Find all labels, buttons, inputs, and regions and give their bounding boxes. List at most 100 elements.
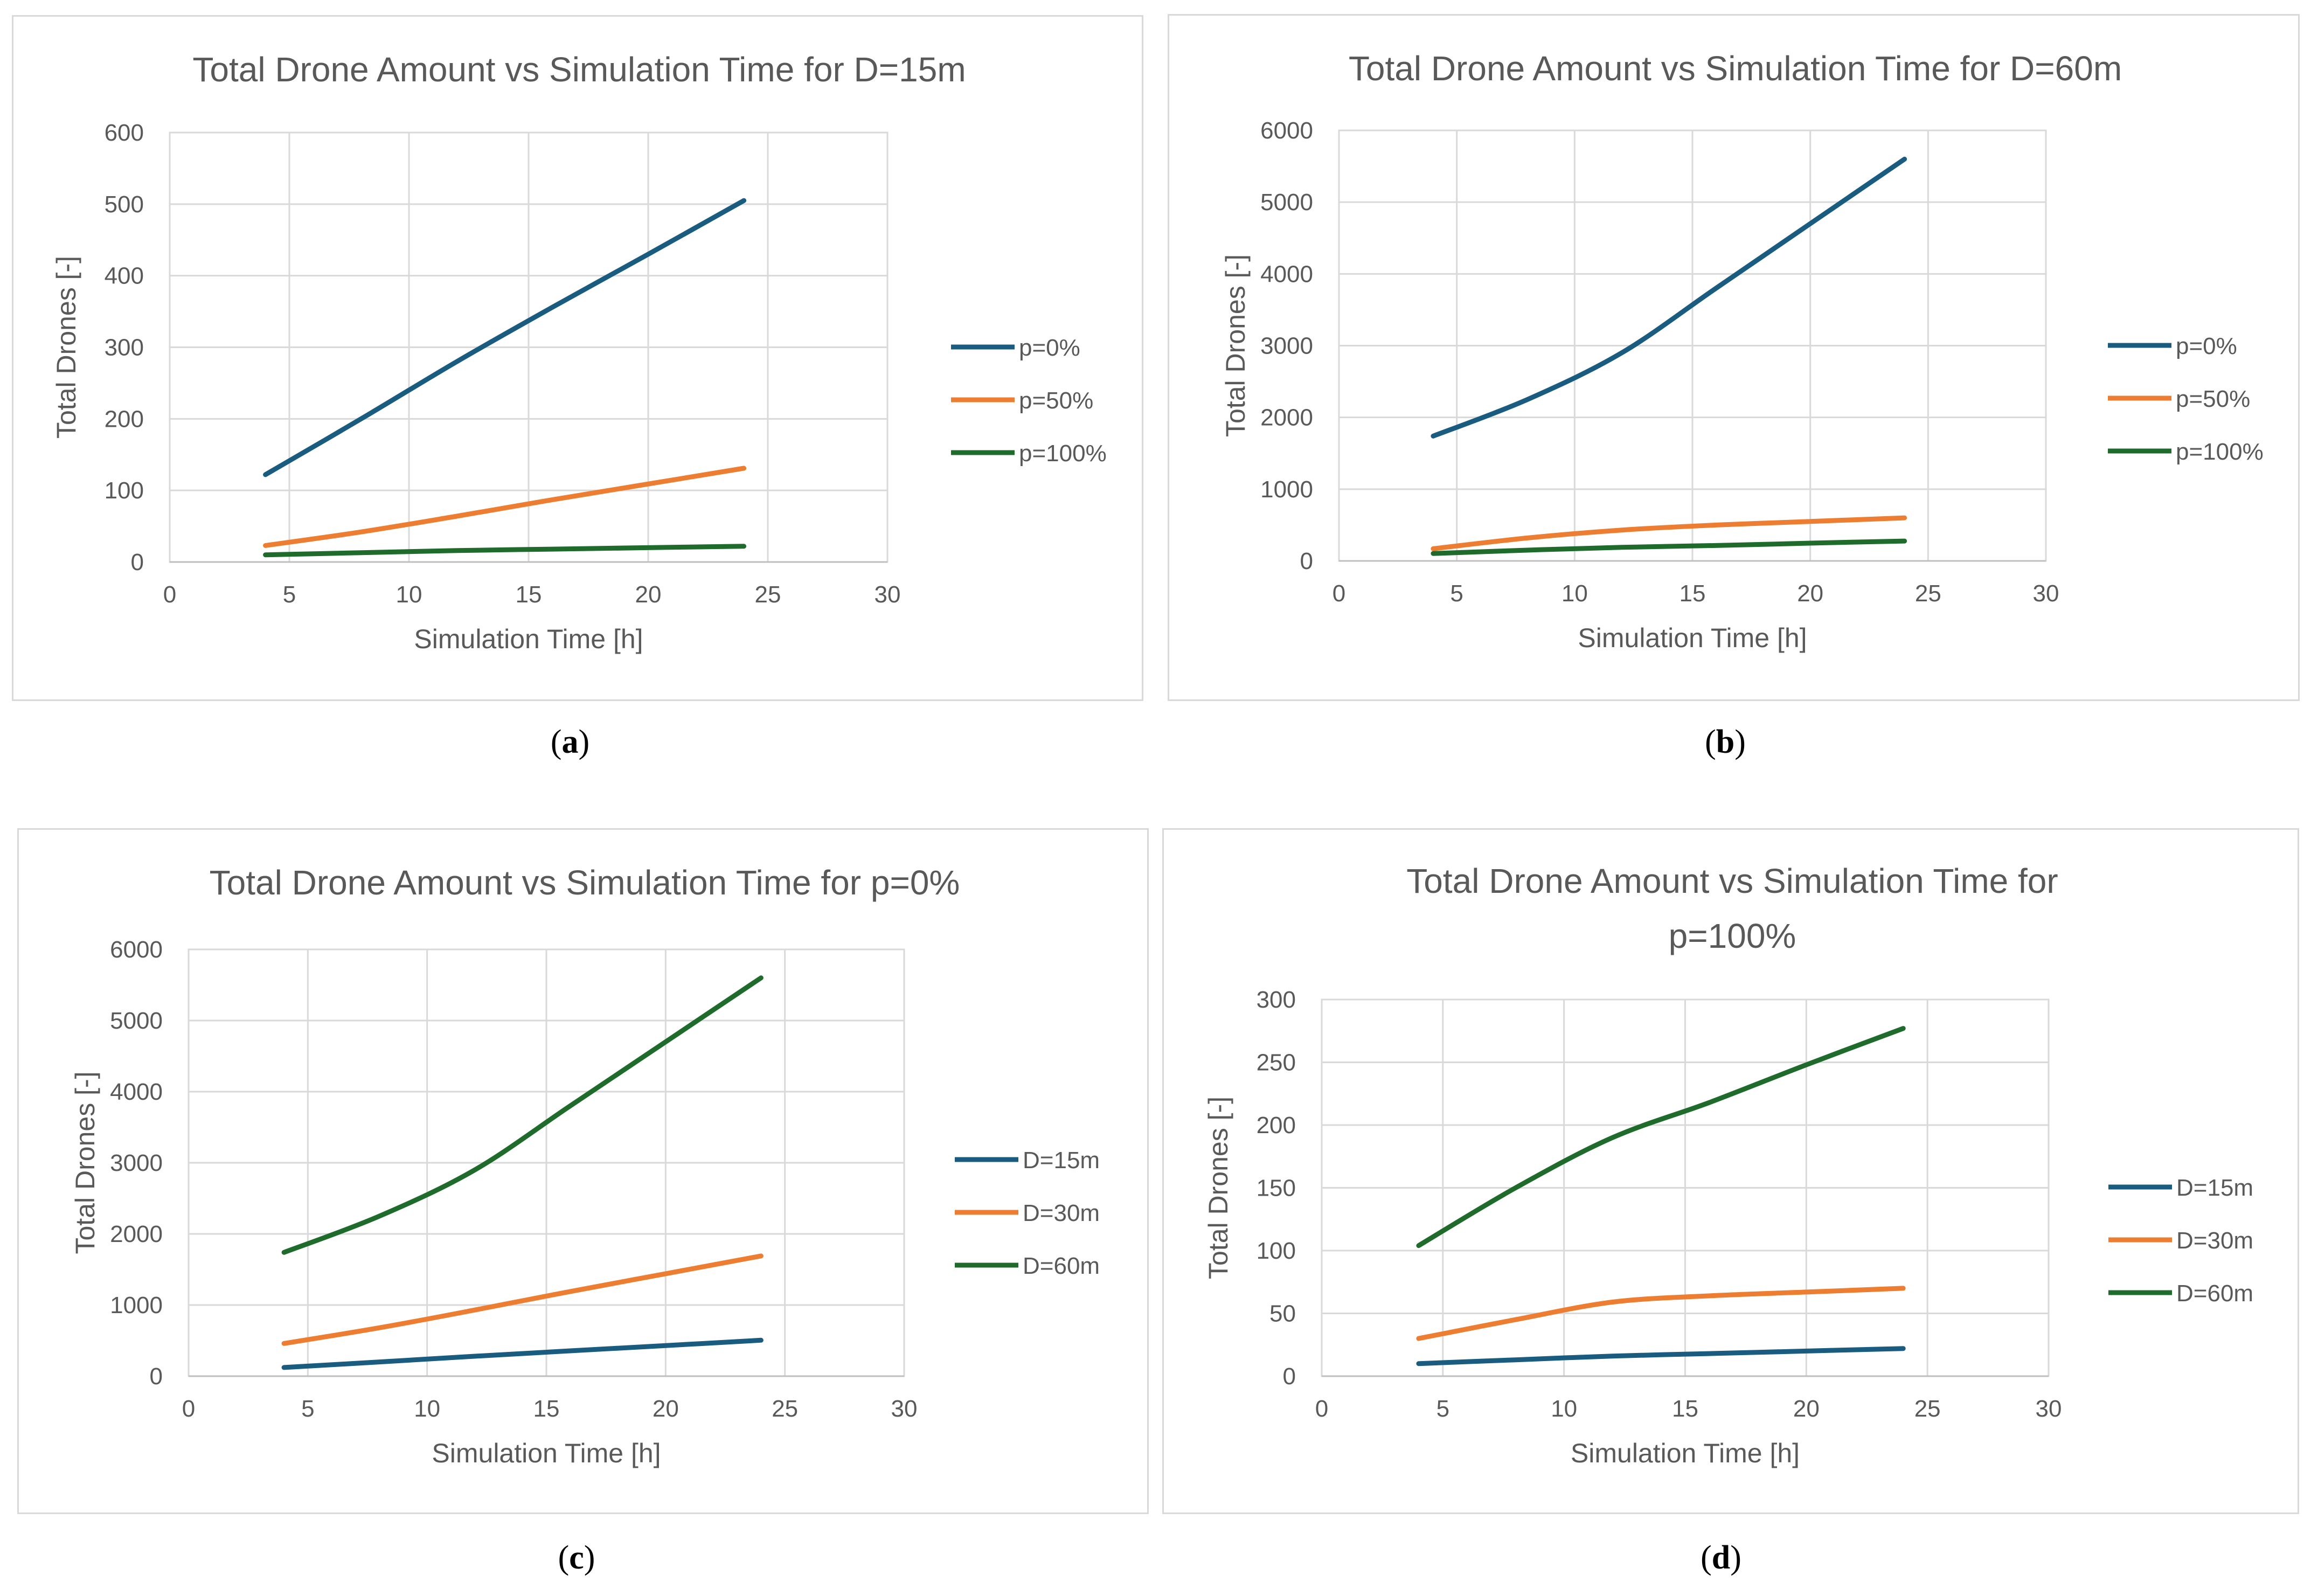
y-tick-label: 150 (1257, 1175, 1296, 1202)
series-line-p=100% (1431, 538, 1907, 556)
y-tick-label: 500 (105, 191, 144, 218)
x-tick-label: 25 (755, 581, 781, 608)
legend-label: p=50% (2176, 386, 2250, 412)
chart-panel-a: Total Drone Amount vs Simulation Time fo… (12, 15, 1143, 701)
x-tick-label: 0 (1315, 1396, 1328, 1422)
y-tick-label: 0 (1300, 548, 1313, 574)
x-axis-title: Simulation Time [h] (414, 624, 643, 654)
y-tick-label: 4000 (1260, 261, 1313, 287)
y-tick-label: 5000 (110, 1008, 163, 1034)
y-tick-label: 400 (105, 263, 144, 289)
y-tick-label: 200 (1257, 1112, 1296, 1139)
chart-panel-d: Total Drone Amount vs Simulation Time fo… (1162, 828, 2299, 1514)
series-line-D=15m (1416, 1346, 1906, 1366)
legend-label: p=100% (2176, 439, 2264, 465)
x-axis-title: Simulation Time [h] (1571, 1438, 1800, 1468)
chart-title-line: Total Drone Amount vs Simulation Time fo… (1349, 49, 2122, 88)
legend-label: p=50% (1019, 387, 1093, 414)
y-tick-label: 1000 (1260, 476, 1313, 503)
y-tick-label: 5000 (1260, 189, 1313, 216)
y-tick-label: 4000 (110, 1079, 163, 1105)
x-tick-label: 10 (1551, 1396, 1577, 1422)
y-axis-title: Total Drones [-] (70, 1071, 100, 1254)
y-tick-label: 2000 (1260, 405, 1313, 431)
y-axis-title: Total Drones [-] (1203, 1097, 1233, 1279)
legend-label: D=30m (1023, 1200, 1100, 1226)
x-tick-label: 30 (875, 581, 901, 608)
y-tick-label: 2000 (110, 1221, 163, 1247)
x-tick-label: 5 (283, 581, 296, 608)
x-axis-title: Simulation Time [h] (432, 1438, 661, 1468)
x-tick-label: 20 (1793, 1396, 1820, 1422)
legend-label: D=60m (2176, 1280, 2253, 1307)
x-tick-label: 25 (1915, 580, 1941, 607)
y-tick-label: 0 (1283, 1363, 1296, 1390)
x-tick-label: 10 (1562, 580, 1588, 607)
chart-title-line: Total Drone Amount vs Simulation Time fo… (1406, 862, 2058, 900)
legend-label: p=0% (1019, 335, 1080, 361)
chart-title-line: Total Drone Amount vs Simulation Time fo… (192, 50, 966, 89)
y-tick-label: 3000 (1260, 333, 1313, 359)
x-tick-label: 30 (2036, 1396, 2062, 1422)
x-tick-label: 10 (414, 1396, 440, 1422)
x-tick-label: 20 (1797, 580, 1823, 607)
chart-title-line: Total Drone Amount vs Simulation Time fo… (210, 863, 960, 902)
x-tick-label: 0 (163, 581, 176, 608)
caption-b: (b) (1705, 724, 1746, 760)
y-tick-label: 300 (105, 335, 144, 361)
caption-d: (d) (1701, 1539, 1741, 1576)
series-line-D=15m (281, 1337, 764, 1370)
y-axis-title: Total Drones [-] (1220, 254, 1251, 437)
x-tick-label: 0 (1333, 580, 1345, 607)
x-tick-label: 5 (1450, 580, 1463, 607)
x-tick-label: 20 (653, 1396, 679, 1422)
y-tick-label: 0 (150, 1363, 163, 1390)
x-tick-label: 15 (1672, 1396, 1698, 1422)
y-tick-label: 600 (105, 120, 144, 146)
legend-label: p=100% (1019, 440, 1107, 467)
y-tick-label: 100 (105, 477, 144, 504)
chart-svg-a: Total Drone Amount vs Simulation Time fo… (51, 50, 1107, 654)
chart-svg-c: Total Drone Amount vs Simulation Time fo… (70, 863, 1100, 1468)
x-tick-label: 15 (516, 581, 542, 608)
caption-c: (c) (558, 1539, 595, 1576)
series-line-p=0% (1431, 156, 1907, 439)
y-tick-label: 0 (131, 549, 144, 575)
y-tick-label: 100 (1257, 1238, 1296, 1264)
x-tick-label: 0 (182, 1396, 195, 1422)
series-line-p=50% (1431, 515, 1907, 551)
y-tick-label: 6000 (1260, 117, 1313, 144)
x-tick-label: 15 (533, 1396, 560, 1422)
chart-svg-d: Total Drone Amount vs Simulation Time fo… (1203, 862, 2253, 1468)
chart-panel-b: Total Drone Amount vs Simulation Time fo… (1168, 14, 2300, 701)
x-tick-label: 30 (891, 1396, 918, 1422)
legend-label: D=30m (2176, 1227, 2253, 1254)
x-tick-label: 25 (772, 1396, 798, 1422)
legend-label: D=60m (1023, 1253, 1100, 1279)
x-axis-title: Simulation Time [h] (1578, 623, 1807, 653)
y-tick-label: 6000 (110, 936, 163, 963)
y-axis-title: Total Drones [-] (51, 256, 81, 439)
series-line-p=0% (263, 198, 747, 477)
x-tick-label: 5 (1436, 1396, 1449, 1422)
chart-panel-c: Total Drone Amount vs Simulation Time fo… (17, 828, 1149, 1514)
series-line-D=60m (281, 975, 764, 1255)
y-tick-label: 300 (1257, 987, 1296, 1013)
legend-label: D=15m (2176, 1175, 2253, 1201)
series-line-p=50% (263, 466, 747, 548)
y-tick-label: 250 (1257, 1050, 1296, 1076)
x-tick-label: 20 (635, 581, 662, 608)
chart-title-line: p=100% (1669, 917, 1796, 955)
x-tick-label: 15 (1680, 580, 1706, 607)
y-tick-label: 200 (105, 406, 144, 432)
caption-a: (a) (550, 724, 590, 760)
y-tick-label: 3000 (110, 1150, 163, 1176)
x-tick-label: 25 (1914, 1396, 1941, 1422)
legend-label: p=0% (2176, 333, 2237, 359)
series-line-D=60m (1416, 1026, 1906, 1248)
legend-label: D=15m (1023, 1147, 1100, 1174)
y-tick-label: 50 (1269, 1301, 1296, 1327)
series-line-p=100% (263, 544, 747, 558)
chart-svg-b: Total Drone Amount vs Simulation Time fo… (1220, 49, 2264, 653)
x-tick-label: 5 (301, 1396, 314, 1422)
